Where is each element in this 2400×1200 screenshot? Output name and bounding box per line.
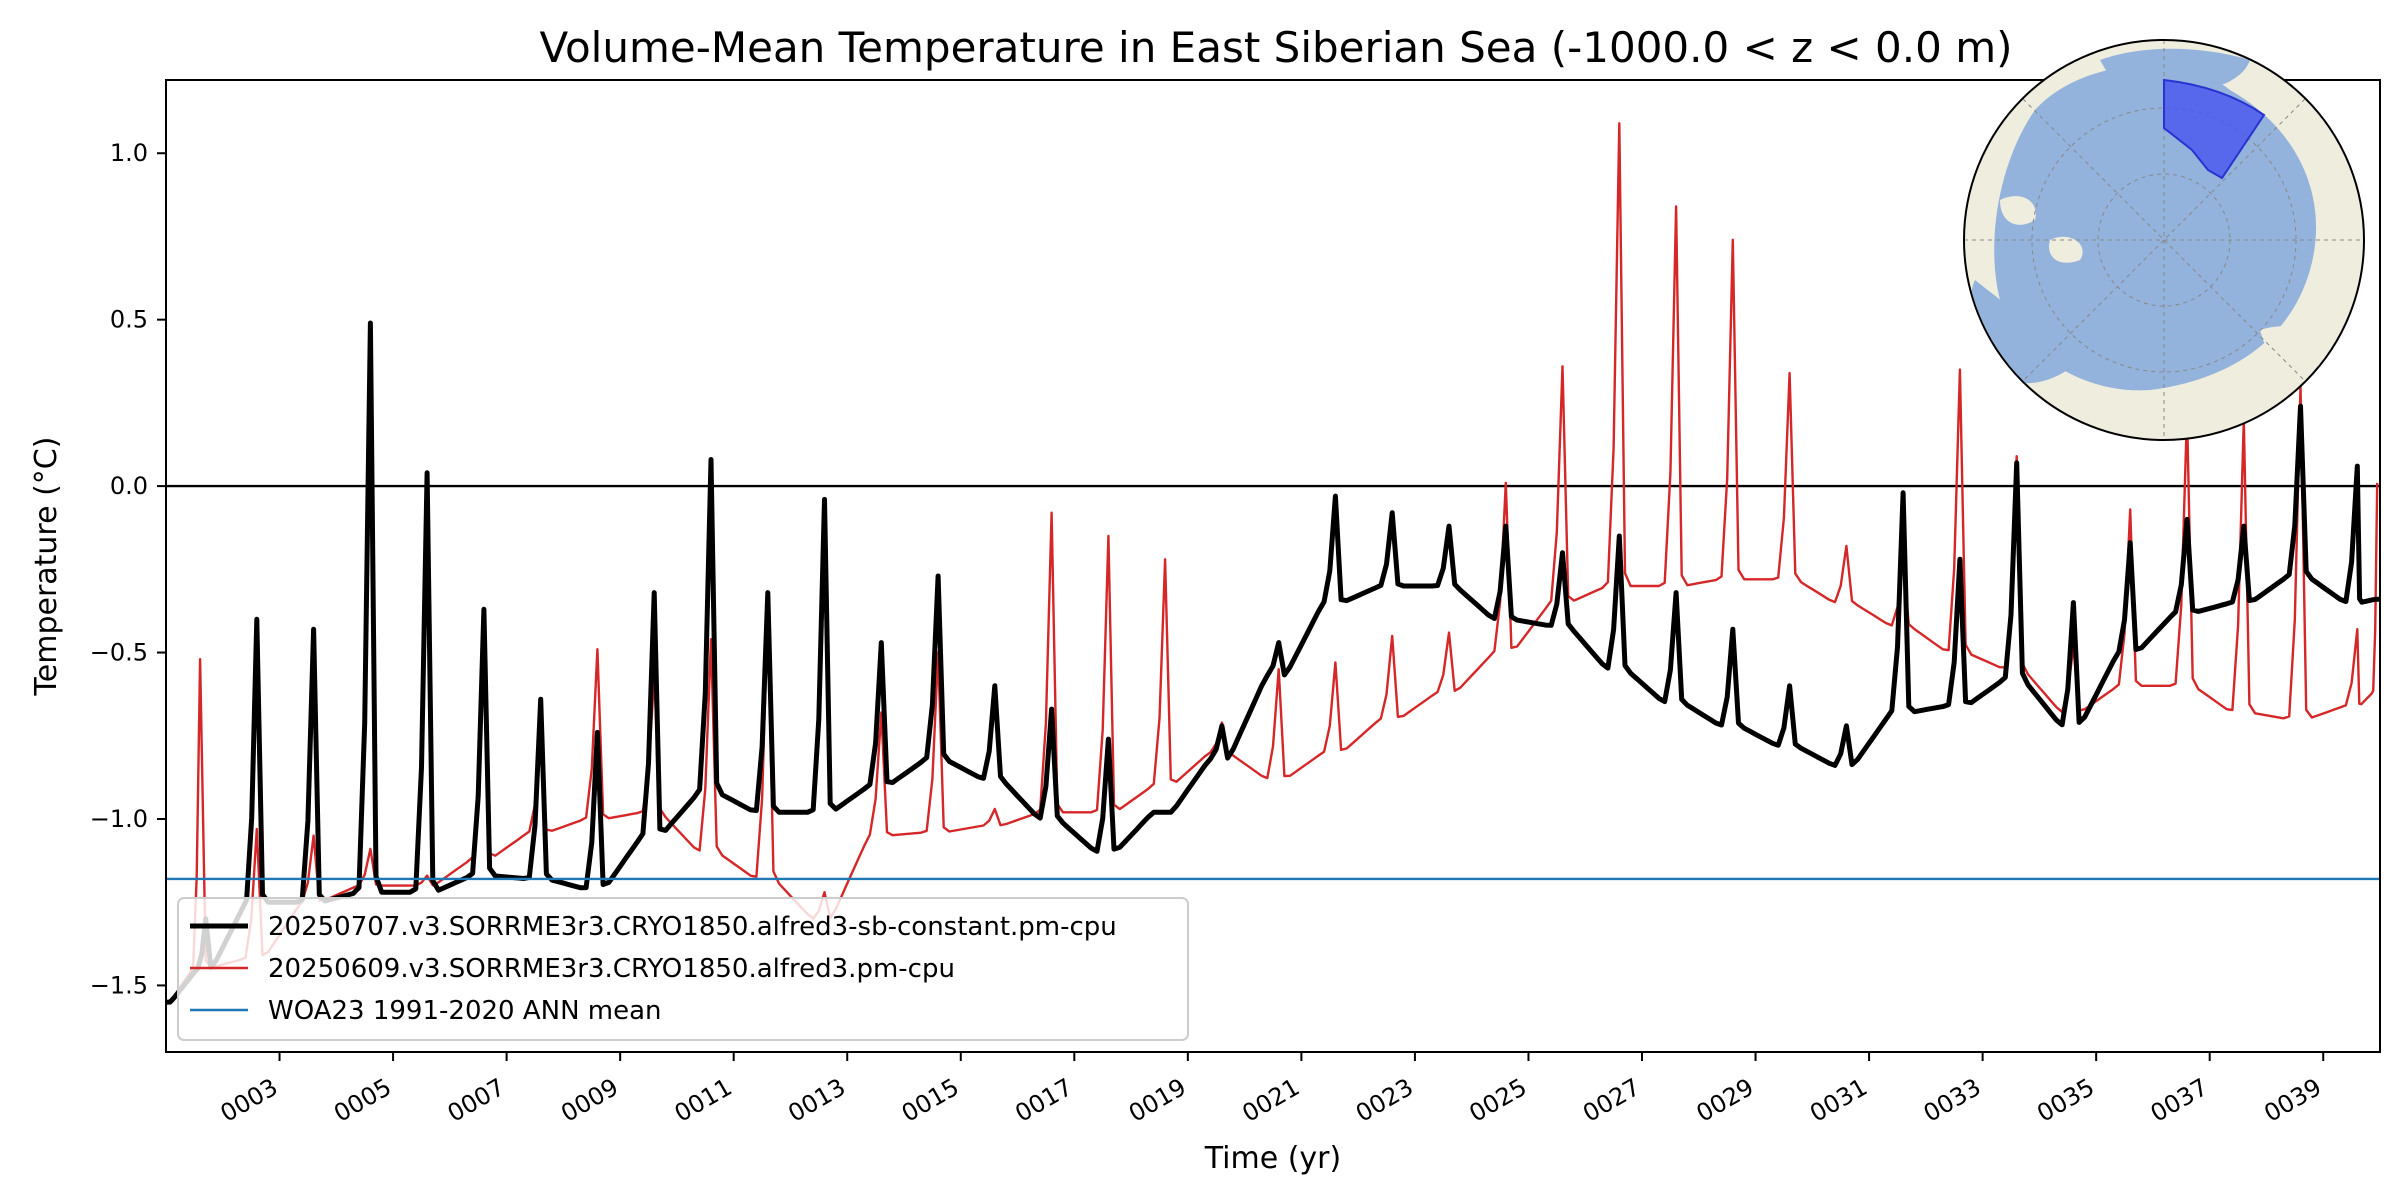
plot-frame [165, 79, 2381, 1053]
legend-entry: WOA23 1991-2020 ANN mean [268, 996, 662, 1026]
x-tick-label: 0035 [2032, 1073, 2099, 1128]
x-axis-label: Time (yr) [1204, 1141, 1341, 1176]
x-tick-label: 0025 [1465, 1073, 1532, 1128]
legend-box [177, 897, 1189, 1041]
x-tick-label: 0023 [1351, 1073, 1418, 1128]
chart-title: Volume-Mean Temperature in East Siberian… [540, 23, 2013, 72]
region-highlight [2163, 78, 2266, 180]
series-line-alfred3 [166, 122, 2379, 1004]
y-axis-label: Temperature (°C) [29, 437, 64, 697]
legend-entry: 20250707.v3.SORRME3r3.CRYO1850.alfred3-s… [268, 912, 1117, 942]
inset-map [1963, 39, 2365, 441]
y-tick-label: −1.5 [90, 971, 148, 999]
y-tick-label: 0.0 [110, 472, 148, 500]
y-tick-label: 1.0 [110, 139, 148, 167]
x-tick-label: 0007 [443, 1073, 510, 1128]
x-tick-label: 0011 [670, 1073, 737, 1128]
x-tick-label: 0033 [1919, 1073, 1986, 1128]
x-tick-label: 0017 [1010, 1073, 1077, 1128]
x-tick-label: 0031 [1805, 1073, 1872, 1128]
x-tick-label: 0019 [1124, 1073, 1191, 1128]
x-tick-label: 0015 [897, 1073, 964, 1128]
x-tick-label: 0027 [1578, 1073, 1645, 1128]
x-tick-label: 0005 [329, 1073, 396, 1128]
legend-entry: 20250609.v3.SORRME3r3.CRYO1850.alfred3.p… [268, 954, 955, 984]
y-tick-label: −1.0 [90, 805, 148, 833]
x-tick-label: 0039 [2259, 1073, 2326, 1128]
data-layer [166, 122, 2380, 1005]
x-tick-label: 0003 [216, 1073, 283, 1128]
x-tick-label: 0037 [2146, 1073, 2213, 1128]
x-tick-label: 0013 [783, 1073, 850, 1128]
x-tick-label: 0029 [1692, 1073, 1759, 1128]
x-tick-label: 0021 [1237, 1073, 1304, 1128]
y-tick-label: 0.5 [110, 306, 148, 334]
x-tick-label: 0009 [556, 1073, 623, 1128]
legend: 20250707.v3.SORRME3r3.CRYO1850.alfred3-s… [177, 897, 1189, 1041]
y-tick-label: −0.5 [90, 639, 148, 667]
